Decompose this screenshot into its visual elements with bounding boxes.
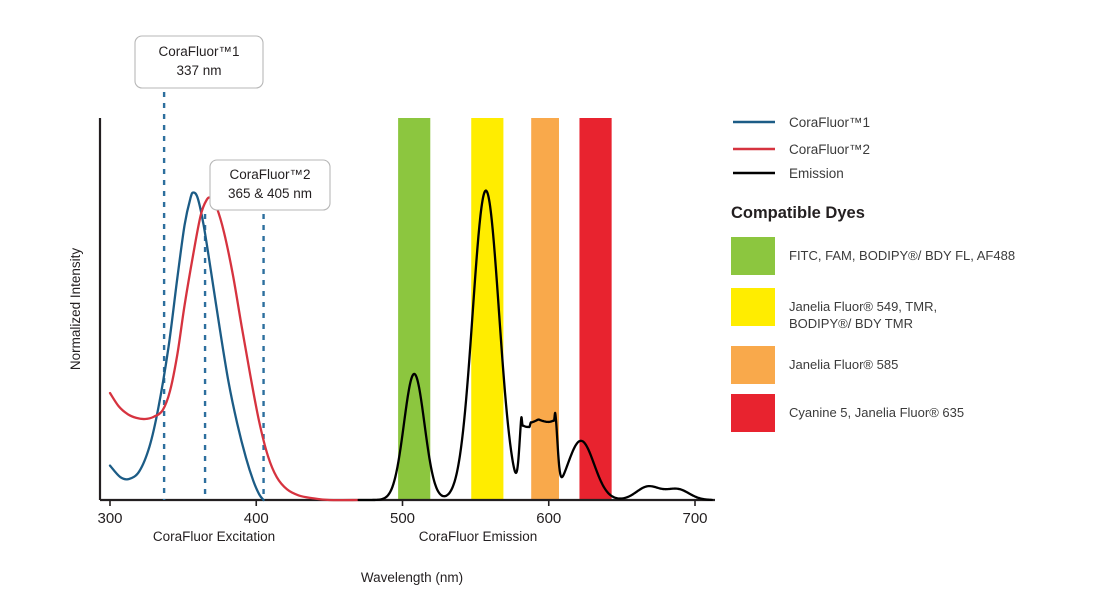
excitation-marker-lines (162, 92, 265, 500)
legend-label-2: Emission (789, 166, 844, 181)
legend-heading: Compatible Dyes (731, 204, 865, 222)
callout-1-box (134, 35, 264, 89)
dye-swatch-2 (731, 346, 775, 384)
emission-bands (398, 118, 612, 500)
orange-band (531, 118, 559, 500)
dye-label-0-0: FITC, FAM, BODIPY®/ BDY FL, AF488 (789, 248, 1015, 263)
x-tick-label-500: 500 (390, 510, 415, 527)
region-label-excitation: CoraFluor Excitation (153, 529, 275, 544)
green-band (398, 118, 431, 500)
legend-label-1: CoraFluor™2 (789, 142, 870, 157)
x-axis-title: Wavelength (nm) (361, 570, 463, 585)
dye-label-3-0: Cyanine 5, Janelia Fluor® 635 (789, 405, 964, 420)
curve-corafluor-1 (108, 191, 265, 502)
curve-emission (357, 189, 713, 502)
callout-corafluor-1: CoraFluor™1 337 nm (134, 35, 264, 89)
dye-label-1-1: BODIPY®/ BDY TMR (789, 316, 913, 331)
callout-1-line2: 337 nm (176, 63, 221, 78)
dye-swatch-1 (731, 288, 775, 326)
legend-series: CoraFluor™1 CoraFluor™2 Emission (733, 115, 870, 181)
x-tick-label-600: 600 (536, 510, 561, 527)
x-tick-label-400: 400 (244, 510, 269, 527)
legend-compatible-dyes: FITC, FAM, BODIPY®/ BDY FL, AF488 Janelia… (731, 237, 1015, 432)
dye-swatch-3 (731, 394, 775, 432)
x-tick-label-700: 700 (682, 510, 707, 527)
y-axis-title: Normalized Intensity (68, 248, 83, 371)
callout-2-line1: CoraFluor™2 (229, 167, 310, 182)
callout-1-line1: CoraFluor™1 (158, 44, 239, 59)
dye-label-1-0: Janelia Fluor® 549, TMR, (789, 299, 937, 314)
legend-label-0: CoraFluor™1 (789, 115, 870, 130)
region-label-emission: CoraFluor Emission (419, 529, 538, 544)
callout-2-box (209, 159, 331, 211)
dye-swatch-0 (731, 237, 775, 275)
dye-label-2-0: Janelia Fluor® 585 (789, 357, 898, 372)
x-axis-ticks: 300 400 500 600 700 (97, 500, 708, 527)
callout-2-line2: 365 & 405 nm (228, 186, 312, 201)
callout-corafluor-2: CoraFluor™2 365 & 405 nm (209, 159, 331, 211)
x-tick-label-300: 300 (97, 510, 122, 527)
red-band (579, 118, 612, 500)
